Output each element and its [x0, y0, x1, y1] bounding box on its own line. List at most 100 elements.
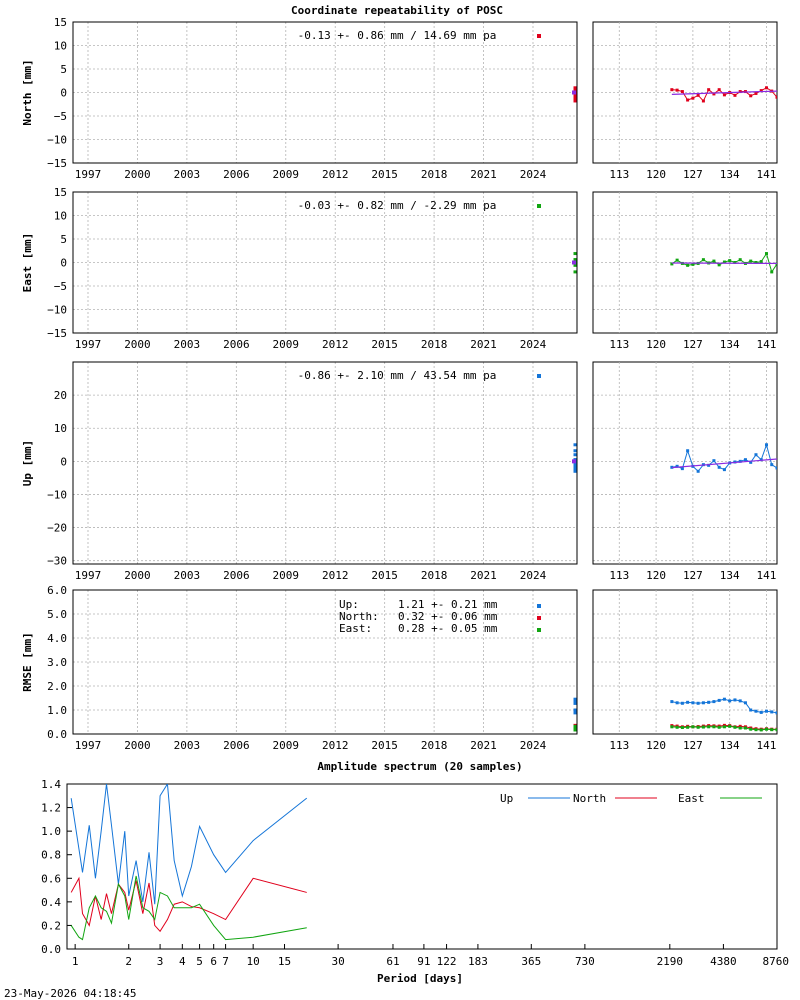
up-main-point	[573, 449, 577, 453]
north-ytick-label: −15	[47, 157, 67, 170]
rmse-zoom-point	[680, 701, 684, 705]
north-zoom-point	[764, 86, 768, 90]
up-zoom-xtick-label: 113	[609, 569, 629, 582]
north-zoom-point	[675, 88, 679, 92]
rmse-zoom-point	[722, 697, 726, 701]
east-zoom-xtick-label: 141	[757, 338, 777, 351]
up-main-point	[573, 469, 577, 473]
up-main-point	[573, 453, 577, 457]
up-zoom-point	[680, 467, 684, 471]
north-zoom-point	[670, 88, 674, 92]
north-main-frame	[72, 21, 578, 164]
spectrum-xtick-label: 61	[386, 955, 399, 968]
spectrum-xtick-label: 4380	[710, 955, 737, 968]
north-xtick-label: 1997	[75, 168, 102, 181]
rmse-zoom-point	[754, 709, 758, 713]
rmse-xtick-label: 2021	[470, 739, 497, 752]
east-xtick-label: 2015	[371, 338, 398, 351]
rmse-zoom-point	[691, 725, 695, 729]
north-zoom-point	[749, 94, 753, 98]
east-zoom-xtick-label: 120	[646, 338, 666, 351]
north-zoom-point	[701, 99, 705, 103]
rmse-main-point	[573, 701, 577, 705]
north-ylabel: North [mm]	[21, 59, 34, 125]
east-ytick-label: −10	[47, 304, 67, 317]
north-trend-line	[671, 90, 778, 95]
spectrum-xtick-label: 183	[468, 955, 488, 968]
east-zoom-point	[686, 263, 690, 267]
spectrum-xtick-label: 10	[247, 955, 260, 968]
up-xtick-label: 1997	[75, 569, 102, 582]
rmse-ytick-label: 5.0	[47, 608, 67, 621]
spectrum-frame	[66, 783, 778, 950]
rmse-legend-key	[537, 604, 541, 608]
rmse-legend-key	[537, 616, 541, 620]
north-zoom-point	[691, 96, 695, 100]
spectrum-xtick-label: 3	[157, 955, 164, 968]
rmse-zoom-point	[764, 709, 768, 713]
north-zoom-frame	[592, 21, 778, 164]
rmse-zoom-point	[754, 728, 758, 732]
up-zoom-point	[717, 465, 721, 469]
up-trend-line	[671, 458, 778, 469]
east-main-trend-point	[572, 260, 576, 265]
east-xtick-label: 2006	[223, 338, 250, 351]
north-xtick-label: 2009	[273, 168, 300, 181]
rmse-main-point	[573, 728, 577, 732]
rmse-ytick-label: 0.0	[47, 728, 67, 741]
north-xtick-label: 2000	[124, 168, 151, 181]
rmse-zoom-frame	[592, 589, 778, 735]
spectrum-ytick-label: 0.8	[41, 849, 61, 862]
east-xtick-label: 2009	[273, 338, 300, 351]
rmse-zoom-point	[701, 701, 705, 705]
rmse-legend-label: East:	[339, 622, 372, 635]
rmse-zoom-point	[712, 700, 716, 704]
rmse-zoom-point	[770, 710, 774, 714]
north-xtick-label: 2018	[421, 168, 448, 181]
east-zoom-point	[770, 270, 774, 274]
north-xtick-label: 2003	[174, 168, 201, 181]
up-ytick-label: −20	[47, 522, 67, 535]
north-main-point	[573, 86, 577, 90]
rmse-zoom-point	[759, 728, 763, 732]
rmse-xtick-label: 2003	[174, 739, 201, 752]
rmse-zoom-point	[759, 710, 763, 714]
east-xtick-label: 2003	[174, 338, 201, 351]
rmse-zoom-point	[675, 725, 679, 729]
rmse-zoom-point	[680, 726, 684, 730]
north-ytick-label: 10	[54, 40, 67, 53]
north-zoom-point	[717, 88, 721, 92]
up-main-point	[573, 443, 577, 447]
up-ytick-label: 0	[60, 455, 67, 468]
rmse-ytick-label: 1.0	[47, 704, 67, 717]
up-zoom-point	[707, 463, 711, 467]
east-zoom-point	[717, 263, 721, 267]
rmse-zoom-point	[696, 701, 700, 705]
up-main-frame	[72, 361, 578, 565]
north-zoom-point	[712, 92, 716, 96]
spectrum-xtick-label: 4	[179, 955, 186, 968]
up-xtick-label: 2003	[174, 569, 201, 582]
north-ytick-label: 5	[60, 63, 67, 76]
up-ylabel: Up [mm]	[21, 440, 34, 486]
east-xtick-label: 2000	[124, 338, 151, 351]
up-xtick-label: 2000	[124, 569, 151, 582]
north-zoom-point	[680, 90, 684, 94]
rmse-legend-label: Up:	[339, 598, 359, 611]
up-xtick-label: 2024	[520, 569, 547, 582]
spectrum-ytick-label: 0.0	[41, 943, 61, 956]
up-zoom-point	[749, 460, 753, 464]
rmse-zoom-point	[717, 698, 721, 702]
up-zoom-xtick-label: 141	[757, 569, 777, 582]
north-main-point	[573, 95, 577, 99]
rmse-xtick-label: 2006	[223, 739, 250, 752]
north-zoom-xtick-label: 141	[757, 168, 777, 181]
east-ytick-label: −15	[47, 327, 67, 340]
rmse-zoom-point	[675, 701, 679, 705]
rmse-zoom-point	[738, 699, 742, 703]
rmse-xtick-label: 2015	[371, 739, 398, 752]
east-main-point	[573, 252, 577, 256]
east-annotation-key	[537, 204, 541, 208]
north-zoom-point	[733, 93, 737, 97]
